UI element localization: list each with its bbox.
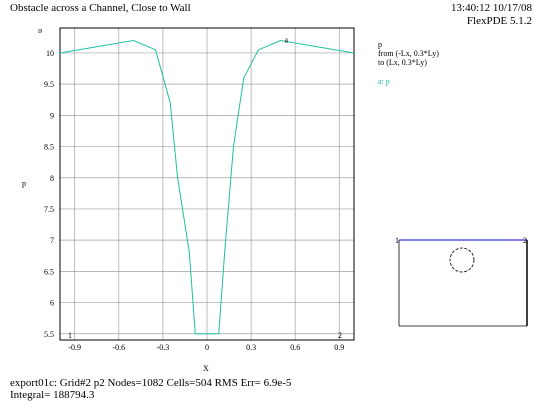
timestamp: 13:40:12 10/17/08 bbox=[451, 2, 532, 14]
grid bbox=[60, 28, 354, 340]
endpoint-label-1: 1 bbox=[68, 331, 72, 340]
legend-from: from (-Lx, 0.3*Ly) bbox=[378, 49, 439, 58]
x-tick-label: -0.3 bbox=[157, 343, 170, 352]
x-tick-label: 0.6 bbox=[290, 343, 300, 352]
y-tick-label: 6 bbox=[50, 299, 54, 308]
inset-obstacle bbox=[449, 247, 475, 273]
endpoint-label-2: 2 bbox=[338, 331, 342, 340]
y-tick-label: 6.5 bbox=[44, 267, 54, 276]
y-tick-label: 9 bbox=[50, 111, 54, 120]
tick-labels: -0.9 -0.6 -0.3 0 0.3 0.6 0.9 5.5 6 6.5 7 7.5 8 8.5 9 9.… bbox=[44, 49, 344, 352]
y-tick-label: 10 bbox=[46, 49, 54, 58]
x-tick-label: -0.6 bbox=[112, 343, 125, 352]
chart-title: Obstacle across a Channel, Close to Wall bbox=[10, 2, 191, 14]
plot-frame bbox=[59, 27, 355, 341]
legend-to: to (Lx, 0.3*Ly) bbox=[378, 58, 427, 67]
x-tick-label: 0.9 bbox=[334, 343, 344, 352]
x-tick-label: 0 bbox=[205, 343, 209, 352]
series-label-a: a bbox=[285, 35, 289, 44]
y-tick-label: 8 bbox=[50, 174, 54, 183]
series-group: a bbox=[59, 35, 355, 335]
timestamp-block: 13:40:12 10/17/08 FlexPDE 5.1.2 bbox=[451, 2, 532, 28]
y-tick-label: 9.5 bbox=[44, 80, 54, 89]
legend: p from (-Lx, 0.3*Ly) to (Lx, 0.3*Ly) a: … bbox=[378, 40, 439, 86]
footer-integral: Integral= 188794.3 bbox=[10, 389, 95, 401]
y-tick-label: 8.5 bbox=[44, 143, 54, 152]
x-axis-label: X bbox=[203, 364, 209, 373]
footer: export01c: Grid#2 p2 Nodes=1082 Cells=50… bbox=[10, 377, 291, 401]
x-tick-label: -0.9 bbox=[68, 343, 81, 352]
y-tick-label: 5.5 bbox=[44, 330, 54, 339]
legend-series-a: a: p bbox=[378, 77, 390, 86]
y-tick-label: 7.5 bbox=[44, 205, 54, 214]
inset-corner-label-1: 1 bbox=[395, 236, 399, 245]
y-tick-label: 7 bbox=[50, 236, 54, 245]
x-tick-label: 0.3 bbox=[246, 343, 256, 352]
inset-corner-label-2: 2 bbox=[523, 236, 527, 245]
footer-stats: export01c: Grid#2 p2 Nodes=1082 Cells=50… bbox=[10, 377, 292, 389]
y-axis-marker: u bbox=[35, 29, 44, 33]
software-version: FlexPDE 5.1.2 bbox=[466, 15, 532, 27]
series-line-a bbox=[59, 39, 355, 335]
legend-variable: p bbox=[378, 40, 382, 49]
domain-inset: 1 2 bbox=[395, 236, 528, 327]
y-axis-label: p bbox=[22, 179, 26, 188]
